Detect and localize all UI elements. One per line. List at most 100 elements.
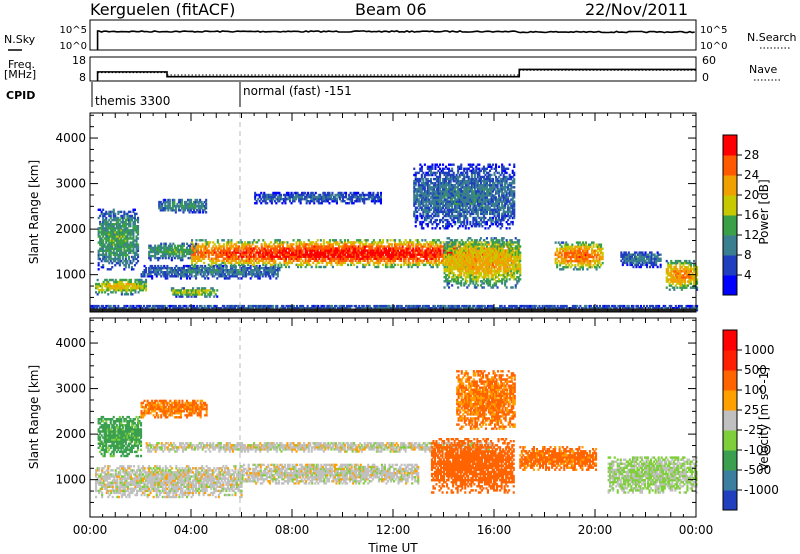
echo-cell	[368, 253, 371, 256]
echo-cell	[324, 253, 327, 256]
echo-cell	[461, 182, 464, 185]
echo-cell	[425, 192, 428, 195]
echo-cell	[454, 188, 457, 191]
echo-cell	[123, 278, 126, 282]
echo-cell	[275, 277, 278, 280]
echo-cell	[166, 277, 169, 280]
echo-cell	[105, 255, 108, 259]
echo-cell	[301, 249, 304, 252]
echo-cell	[394, 247, 397, 250]
echo-cell	[422, 245, 425, 248]
echo-cell	[295, 259, 298, 262]
echo-cell	[347, 247, 350, 250]
echo-cell	[187, 202, 190, 206]
echo-cell	[461, 184, 464, 187]
echo-cell	[293, 195, 296, 199]
echo-cell	[443, 208, 446, 211]
echo-cell	[215, 263, 218, 267]
echo-cell	[134, 291, 137, 294]
echo-cell	[484, 188, 487, 191]
echo-cell	[432, 208, 435, 211]
echo-cell	[440, 200, 443, 203]
echo-cell	[100, 233, 103, 236]
echo-cell	[470, 173, 473, 177]
echo-cell	[280, 265, 283, 269]
echo-cell	[479, 200, 482, 203]
echo-cell	[443, 196, 446, 199]
echo-cell	[136, 282, 139, 286]
echo-cell	[410, 249, 413, 252]
echo-cell	[425, 179, 428, 183]
echo-cell	[103, 249, 106, 252]
echo-cell	[431, 212, 434, 216]
echo-cell	[109, 231, 112, 234]
echo-cell	[123, 241, 126, 244]
echo-cell	[351, 257, 354, 260]
echo-cell	[231, 269, 234, 272]
echo-cell	[190, 198, 193, 202]
echo-cell	[321, 251, 324, 254]
echo-cell	[257, 277, 260, 280]
echo-cell	[271, 247, 274, 250]
echo-cell	[412, 253, 415, 256]
echo-cell	[111, 223, 114, 226]
echo-cell	[309, 249, 312, 252]
echo-cell	[184, 264, 187, 268]
echo-cell	[103, 220, 106, 224]
echo-cell	[473, 202, 476, 205]
echo-cell	[461, 198, 464, 201]
echo-cell	[227, 251, 230, 254]
echo-cell	[253, 239, 256, 242]
echo-cell	[325, 247, 328, 250]
echo-cell	[135, 241, 138, 244]
echo-cell	[280, 251, 283, 254]
echo-cell	[322, 247, 325, 250]
echo-cell	[281, 197, 284, 201]
echo-cell	[155, 275, 158, 278]
echo-cell	[200, 249, 203, 252]
echo-cell	[135, 235, 138, 238]
echo-cell	[182, 291, 185, 294]
echo-cell	[432, 177, 435, 181]
echo-cell	[306, 253, 309, 256]
echo-cell	[424, 253, 427, 256]
echo-cell	[187, 264, 190, 268]
echo-cell	[392, 249, 395, 252]
echo-cell	[417, 208, 420, 211]
echo-cell	[159, 205, 162, 208]
echo-cell	[423, 184, 426, 187]
echo-cell	[432, 192, 435, 195]
echo-cell	[186, 246, 189, 250]
echo-cell	[117, 249, 120, 252]
echo-cell	[325, 263, 328, 267]
echo-cell	[219, 273, 222, 276]
echo-cell	[363, 239, 366, 242]
echo-cell	[111, 235, 114, 238]
echo-cell	[248, 251, 251, 254]
echo-cell	[437, 251, 440, 254]
echo-cell	[228, 269, 231, 272]
echo-cell	[179, 293, 182, 296]
echo-cell	[119, 289, 122, 292]
echo-cell	[428, 257, 431, 260]
echo-cell	[193, 275, 196, 278]
echo-cell	[118, 241, 121, 244]
echo-cell	[121, 243, 124, 246]
echo-cell	[307, 191, 310, 195]
echo-cell	[158, 248, 161, 252]
echo-cell	[295, 193, 298, 197]
echo-cell	[265, 249, 268, 252]
echo-cell	[439, 190, 442, 193]
echo-cell	[105, 212, 108, 216]
echo-cell	[254, 275, 257, 278]
echo-cell	[406, 253, 409, 256]
echo-cell	[416, 188, 419, 191]
echo-cell	[439, 196, 442, 199]
echo-cell	[313, 251, 316, 254]
echo-cell	[416, 171, 419, 175]
echo-cell	[445, 214, 448, 218]
echo-cell	[436, 253, 439, 256]
echo-cell	[291, 253, 294, 256]
echo-cell	[164, 207, 167, 210]
echo-cell	[449, 186, 452, 189]
